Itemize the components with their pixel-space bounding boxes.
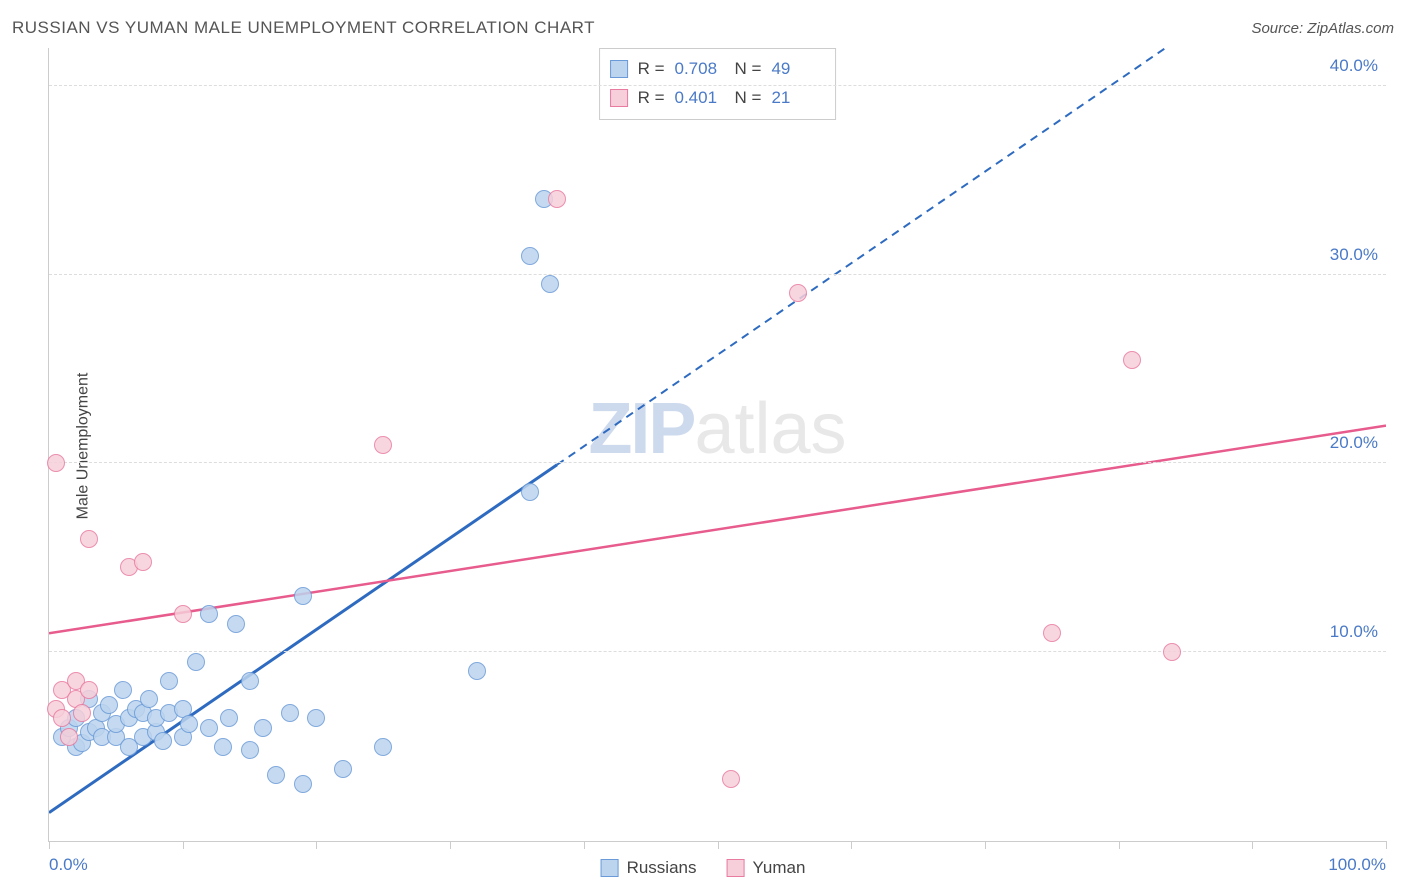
stats-row-series1: R = 0.708 N = 49 [610,55,822,84]
marker-series2 [548,190,566,208]
x-tick [450,841,451,849]
x-tick [985,841,986,849]
marker-series1 [241,741,259,759]
marker-series2 [80,530,98,548]
y-tick-label: 10.0% [1330,622,1378,642]
stats-row-series2: R = 0.401 N = 21 [610,84,822,113]
marker-series1 [521,247,539,265]
marker-series2 [174,605,192,623]
marker-series1 [334,760,352,778]
marker-series1 [468,662,486,680]
swatch-series1 [601,859,619,877]
x-tick [1386,841,1387,849]
marker-series1 [521,483,539,501]
legend-item-series1: Russians [601,858,697,878]
marker-series1 [281,704,299,722]
marker-series1 [187,653,205,671]
y-tick-label: 40.0% [1330,56,1378,76]
marker-series1 [214,738,232,756]
marker-series2 [1163,643,1181,661]
bottom-legend: Russians Yuman [601,858,806,878]
marker-series2 [53,709,71,727]
marker-series1 [374,738,392,756]
marker-series1 [160,672,178,690]
legend-label: Yuman [752,858,805,878]
trend-lines [49,48,1386,841]
gridline [49,462,1386,463]
marker-series2 [47,454,65,472]
watermark: ZIPatlas [588,388,846,470]
marker-series2 [1123,351,1141,369]
x-tick [718,841,719,849]
marker-series1 [200,605,218,623]
marker-series1 [220,709,238,727]
marker-series1 [200,719,218,737]
marker-series1 [294,775,312,793]
marker-series1 [140,690,158,708]
marker-series2 [722,770,740,788]
gridline [49,85,1386,86]
marker-series2 [73,704,91,722]
y-tick-label: 30.0% [1330,245,1378,265]
marker-series2 [1043,624,1061,642]
marker-series1 [100,696,118,714]
marker-series1 [267,766,285,784]
y-tick-label: 20.0% [1330,433,1378,453]
x-tick [851,841,852,849]
gridline [49,651,1386,652]
marker-series2 [60,728,78,746]
x-tick [316,841,317,849]
marker-series1 [241,672,259,690]
marker-series2 [134,553,152,571]
legend-item-series2: Yuman [726,858,805,878]
marker-series2 [789,284,807,302]
chart-title: RUSSIAN VS YUMAN MALE UNEMPLOYMENT CORRE… [12,18,595,38]
marker-series1 [307,709,325,727]
x-tick [1252,841,1253,849]
marker-series1 [154,732,172,750]
x-tick [584,841,585,849]
swatch-series2 [610,89,628,107]
marker-series1 [294,587,312,605]
marker-series2 [80,681,98,699]
x-tick [183,841,184,849]
x-tick [49,841,50,849]
x-tick [1119,841,1120,849]
legend-label: Russians [627,858,697,878]
marker-series1 [541,275,559,293]
source-attribution: Source: ZipAtlas.com [1251,20,1394,37]
x-tick-label: 100.0% [1328,855,1386,875]
swatch-series1 [610,60,628,78]
marker-series1 [227,615,245,633]
marker-series2 [374,436,392,454]
swatch-series2 [726,859,744,877]
marker-series1 [180,715,198,733]
scatter-plot: ZIPatlas R = 0.708 N = 49 R = 0.401 N = … [48,48,1386,842]
marker-series1 [114,681,132,699]
marker-series1 [254,719,272,737]
gridline [49,274,1386,275]
x-tick-label: 0.0% [49,855,88,875]
